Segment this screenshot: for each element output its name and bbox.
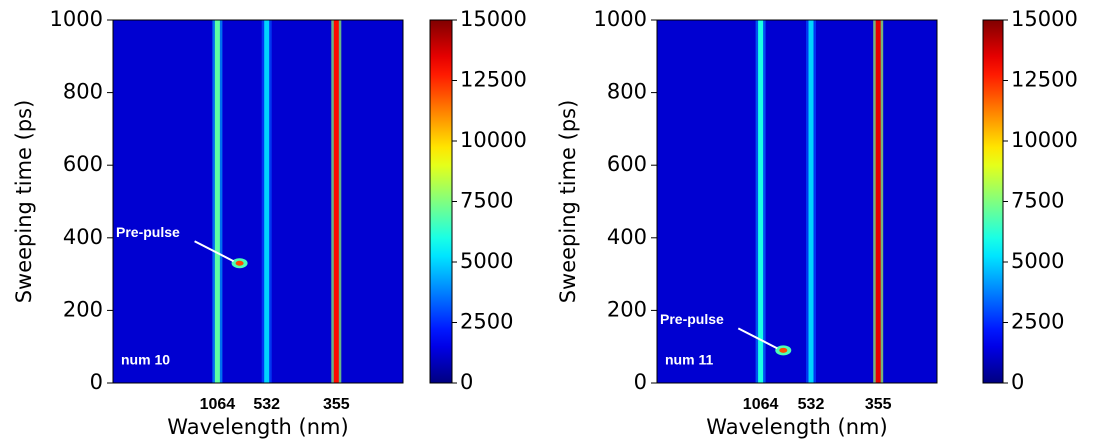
y-tick-label: 800 (607, 80, 647, 104)
plot-frame (112, 19, 404, 384)
y-tick-label: 1000 (50, 7, 103, 31)
heatmap-background (113, 20, 403, 383)
colorbar-tick-label: 10000 (1011, 128, 1078, 152)
plot-frame (656, 19, 938, 384)
annotation-arrow (737, 327, 778, 350)
panel-label: num 10 (121, 352, 170, 368)
panel-label: num 11 (665, 352, 713, 368)
annotation-text: Pre-pulse (660, 311, 724, 327)
colorbar-tick-label: 10000 (460, 128, 527, 152)
y-tick-label: 0 (634, 370, 647, 394)
x-axis-label: Wavelength (nm) (706, 415, 887, 439)
heatmap-background (657, 20, 937, 383)
x-tick-label: 355 (865, 396, 892, 413)
y-tick-label: 0 (90, 370, 103, 394)
y-tick-label: 600 (607, 152, 647, 176)
y-tick-label: 200 (63, 297, 103, 321)
colorbar-tick-label: 12500 (460, 68, 527, 92)
colorbar-tick-label: 0 (1011, 370, 1024, 394)
streak (214, 20, 220, 383)
y-tick-label: 200 (607, 297, 647, 321)
streak (875, 20, 881, 383)
y-tick-label: 600 (63, 152, 103, 176)
y-tick-label: 800 (63, 80, 103, 104)
annotation-text: Pre-pulse (116, 224, 180, 240)
y-tick-label: 400 (63, 225, 103, 249)
x-tick-label: 1064 (743, 396, 779, 413)
x-tick-label: 1064 (200, 396, 236, 413)
colorbar-tick-label: 5000 (1011, 249, 1064, 273)
colorbar-tick-label: 12500 (1011, 68, 1078, 92)
streak (808, 20, 814, 383)
colorbar (982, 19, 1004, 384)
y-tick-label: 400 (607, 225, 647, 249)
pre-pulse-core (235, 260, 244, 266)
streak (264, 20, 270, 383)
colorbar-tick-label: 7500 (460, 189, 513, 213)
x-tick-label: 532 (253, 396, 280, 413)
streak (333, 20, 339, 383)
colorbar (429, 19, 453, 384)
colorbar-tick-label: 5000 (460, 249, 513, 273)
colorbar-tick-label: 7500 (1011, 189, 1064, 213)
y-tick-label: 1000 (594, 7, 647, 31)
x-tick-label: 355 (323, 396, 350, 413)
annotation-arrow (194, 240, 235, 263)
streak (758, 20, 764, 383)
x-tick-label: 532 (798, 396, 825, 413)
colorbar-tick-label: 2500 (460, 310, 513, 334)
pre-pulse-core (779, 347, 788, 353)
colorbar-tick-label: 15000 (1011, 7, 1078, 31)
colorbar-tick-label: 0 (460, 370, 473, 394)
y-axis-label: Sweeping time (ps) (556, 100, 580, 304)
y-axis-label: Sweeping time (ps) (12, 100, 36, 304)
colorbar-tick-label: 2500 (1011, 310, 1064, 334)
x-axis-label: Wavelength (nm) (167, 415, 348, 439)
colorbar-tick-label: 15000 (460, 7, 527, 31)
